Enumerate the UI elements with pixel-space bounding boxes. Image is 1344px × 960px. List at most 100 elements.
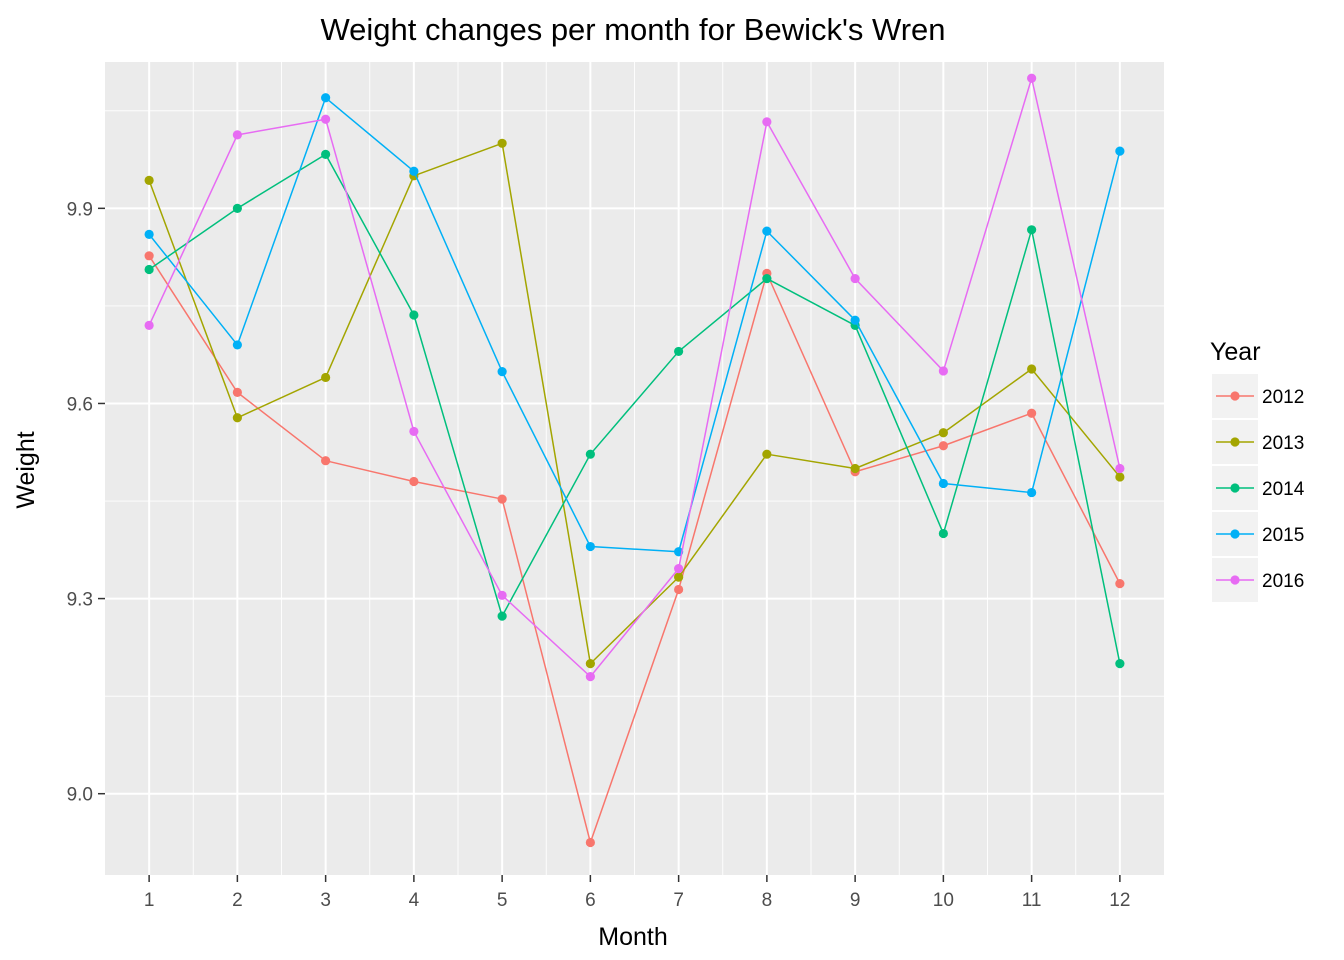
series-2016 (144, 73, 1125, 682)
series-layer (144, 73, 1125, 848)
data-point-2013-m10 (938, 428, 948, 438)
y-tick-label: 9.6 (67, 394, 93, 415)
x-tick-label: 9 (850, 890, 861, 911)
y-axis-title: Weight (12, 431, 40, 508)
axes: 1 2 3 4 5 6 7 8 9 10 11 129.09.39.69.9 (67, 199, 1131, 911)
legend-item-2016: 2016 (1212, 558, 1304, 602)
x-tick-label: 7 (673, 890, 684, 911)
data-point-2014-m1 (144, 264, 154, 275)
data-point-2014-m7 (674, 346, 684, 357)
data-point-2016-m9 (850, 273, 860, 284)
data-point-2015-m6 (585, 541, 595, 552)
data-point-2012-m11 (1027, 408, 1037, 418)
data-point-2012-m2 (232, 387, 242, 398)
data-point-2012-m1 (144, 251, 154, 261)
data-point-2012-m6 (585, 837, 595, 848)
data-point-2016-m12 (1115, 463, 1125, 474)
data-point-2013-m11 (1027, 364, 1037, 374)
x-tick-label: 1 (144, 890, 155, 911)
series-line-2012 (148, 255, 1121, 844)
data-point-2016-m5 (497, 590, 507, 600)
data-point-2014-m12 (1115, 659, 1125, 669)
data-point-2015-m2 (232, 340, 242, 350)
series-line-2013 (148, 142, 1121, 665)
data-point-2015-m10 (938, 478, 948, 489)
data-point-2012-m3 (321, 456, 331, 466)
grid-lines (105, 62, 1164, 875)
series-2013 (144, 138, 1125, 669)
x-tick-label: 6 (585, 890, 596, 911)
data-point-2016-m3 (321, 114, 331, 124)
data-point-2015-m9 (850, 315, 860, 325)
legend-item-2013: 2013 (1212, 420, 1304, 464)
x-tick-label: 12 (1109, 890, 1130, 911)
data-point-2014-m3 (321, 149, 331, 159)
data-point-2014-m8 (762, 273, 772, 284)
series-line-2014 (148, 153, 1121, 664)
legend-item-2015: 2015 (1212, 512, 1304, 556)
x-tick-label: 8 (762, 890, 773, 911)
legend-key-point (1230, 483, 1240, 493)
data-point-2016-m2 (232, 130, 242, 140)
x-tick-label: 5 (497, 890, 508, 911)
data-point-2014-m2 (232, 203, 242, 213)
data-point-2016-m10 (938, 366, 948, 376)
data-point-2016-m4 (409, 426, 419, 437)
x-tick-label: 10 (933, 890, 954, 911)
data-point-2014-m5 (497, 611, 507, 621)
data-point-2013-m1 (144, 175, 154, 185)
x-tick-label: 2 (232, 890, 243, 911)
data-point-2015-m12 (1115, 146, 1125, 156)
data-point-2014-m6 (585, 449, 595, 459)
data-point-2013-m7 (674, 572, 684, 582)
data-point-2015-m3 (321, 93, 331, 103)
y-tick-label: 9.9 (67, 199, 93, 220)
legend-label-2014: 2014 (1262, 479, 1305, 500)
data-point-2015-m4 (409, 166, 419, 176)
series-2012 (144, 251, 1125, 848)
legend-item-2014: 2014 (1212, 466, 1305, 510)
series-2014 (144, 149, 1125, 669)
series-line-2016 (148, 77, 1121, 678)
data-point-2013-m5 (497, 138, 507, 148)
data-point-2015-m5 (497, 366, 507, 377)
data-point-2013-m12 (1115, 472, 1125, 482)
legend-key-point (1230, 391, 1240, 401)
data-point-2013-m3 (321, 372, 331, 383)
x-tick-label: 11 (1022, 890, 1042, 911)
legend-label-2013: 2013 (1262, 433, 1304, 454)
legend-key-point (1230, 575, 1240, 585)
data-point-2012-m5 (497, 494, 507, 504)
data-point-2016-m6 (585, 672, 595, 682)
series-line-2015 (148, 97, 1121, 553)
data-point-2013-m8 (762, 449, 772, 459)
x-tick-label: 3 (320, 890, 331, 911)
data-point-2015-m1 (144, 229, 154, 239)
legend-label-2015: 2015 (1262, 525, 1304, 546)
legend-key-point (1230, 529, 1240, 539)
data-point-2016-m8 (762, 117, 772, 127)
legend-label-2016: 2016 (1262, 571, 1304, 592)
data-point-2014-m10 (938, 528, 948, 539)
x-tick-label: 4 (409, 890, 420, 911)
data-point-2016-m11 (1027, 73, 1037, 83)
legend-title: Year (1210, 338, 1261, 366)
legend-item-2012: 2012 (1212, 374, 1304, 418)
data-point-2013-m6 (585, 659, 595, 669)
data-point-2012-m10 (938, 441, 948, 451)
legend-key-point (1230, 437, 1240, 447)
data-point-2012-m7 (674, 584, 684, 595)
data-point-2014-m11 (1027, 225, 1037, 235)
data-point-2012-m12 (1115, 579, 1125, 589)
x-axis-title: Month (598, 923, 667, 951)
legend-items: 2012 2013 2014 2015 2016 (1212, 374, 1305, 602)
data-point-2016-m7 (674, 564, 684, 574)
data-point-2013-m9 (850, 463, 860, 474)
chart-title: Weight changes per month for Bewick's Wr… (320, 12, 945, 47)
legend: Year 2012 2013 2014 2015 2016 (1210, 338, 1305, 602)
legend-label-2012: 2012 (1262, 387, 1304, 408)
y-tick-label: 9.3 (67, 590, 93, 611)
data-point-2014-m4 (409, 310, 419, 320)
y-tick-label: 9.0 (67, 785, 93, 806)
